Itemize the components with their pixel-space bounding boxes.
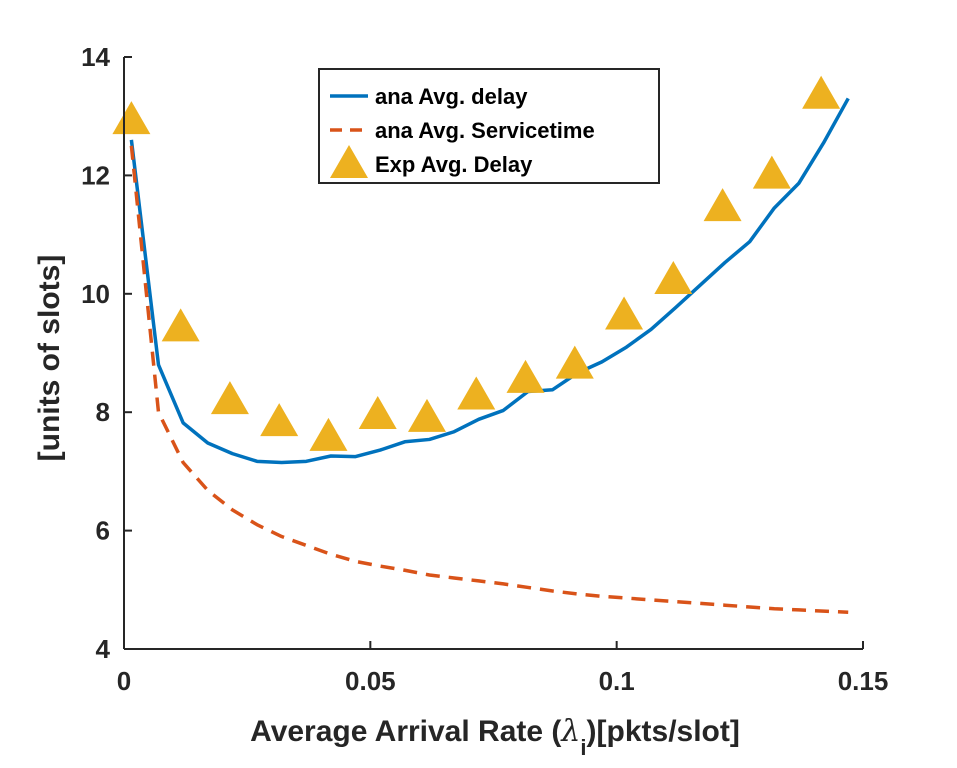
exp-delay-marker — [358, 395, 397, 429]
x-axis-title-subscript: i — [580, 735, 586, 760]
exp-delay-marker — [555, 345, 594, 379]
x-axis-title-suffix: )[pkts/slot] — [587, 715, 740, 748]
series-line-ana-servicetime — [129, 145, 849, 615]
legend-label-delay: ana Avg. delay — [375, 84, 528, 109]
y-tick-label: 6 — [96, 516, 110, 546]
exp-delay-marker — [260, 403, 299, 437]
y-tick-label: 10 — [81, 279, 110, 309]
exp-delay-marker — [506, 359, 545, 393]
x-tick-label: 0.05 — [345, 666, 396, 696]
exp-delay-marker — [802, 75, 841, 109]
exp-delay-marker — [210, 381, 249, 415]
y-tick-label: 14 — [81, 42, 110, 72]
exp-delay-marker — [407, 398, 446, 432]
exp-delay-marker — [112, 101, 151, 135]
x-tick-label: 0 — [117, 666, 131, 696]
x-axis-title-symbol: λ — [560, 714, 580, 749]
y-tick-label: 12 — [81, 160, 110, 190]
exp-delay-marker — [654, 261, 693, 294]
y-tick-label: 4 — [96, 634, 111, 664]
exp-delay-marker — [605, 296, 644, 330]
y-tick-label: 8 — [96, 397, 110, 427]
legend: ana Avg. delay ana Avg. Servicetime Exp … — [318, 68, 660, 184]
legend-label-servicetime: ana Avg. Servicetime — [375, 118, 595, 143]
x-tick-label: 0.1 — [599, 666, 635, 696]
exp-delay-marker — [457, 376, 496, 410]
legend-label-exp-delay: Exp Avg. Delay — [375, 152, 533, 177]
legend-box — [318, 68, 660, 184]
series-line-ana-delay — [129, 97, 850, 465]
series-layer — [112, 75, 850, 615]
x-axis-title: Average Arrival Rate (λi)[pkts/slot] — [250, 714, 740, 760]
exp-delay-marker — [752, 155, 791, 189]
ticks-layer: 0 0.05 0.1 0.15 4 6 8 10 12 14 — [81, 42, 888, 696]
x-axis-title-prefix: Average Arrival Rate ( — [250, 715, 561, 748]
exp-delay-marker — [161, 308, 200, 342]
exp-delay-marker — [703, 188, 742, 222]
exp-delay-marker — [309, 417, 348, 451]
legend-swatch-exp-delay — [330, 145, 368, 178]
x-tick-label: 0.15 — [838, 666, 889, 696]
y-axis-title: [units of slots] — [33, 255, 66, 462]
